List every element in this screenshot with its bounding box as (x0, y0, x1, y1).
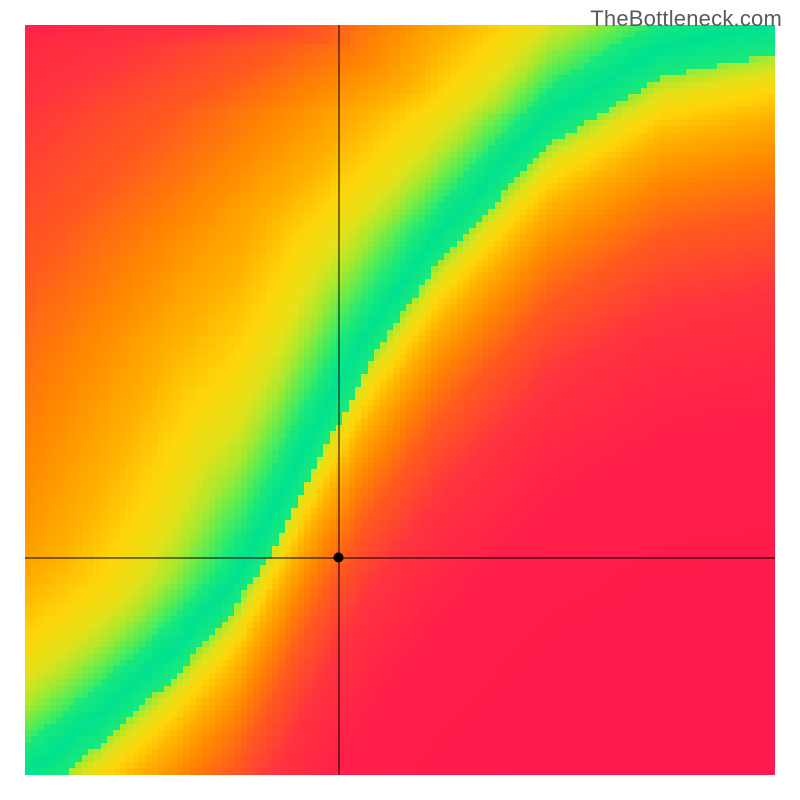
watermark-text: TheBottleneck.com (590, 6, 782, 32)
chart-container: TheBottleneck.com (0, 0, 800, 800)
heatmap-canvas (25, 25, 775, 775)
plot-area (25, 25, 775, 775)
